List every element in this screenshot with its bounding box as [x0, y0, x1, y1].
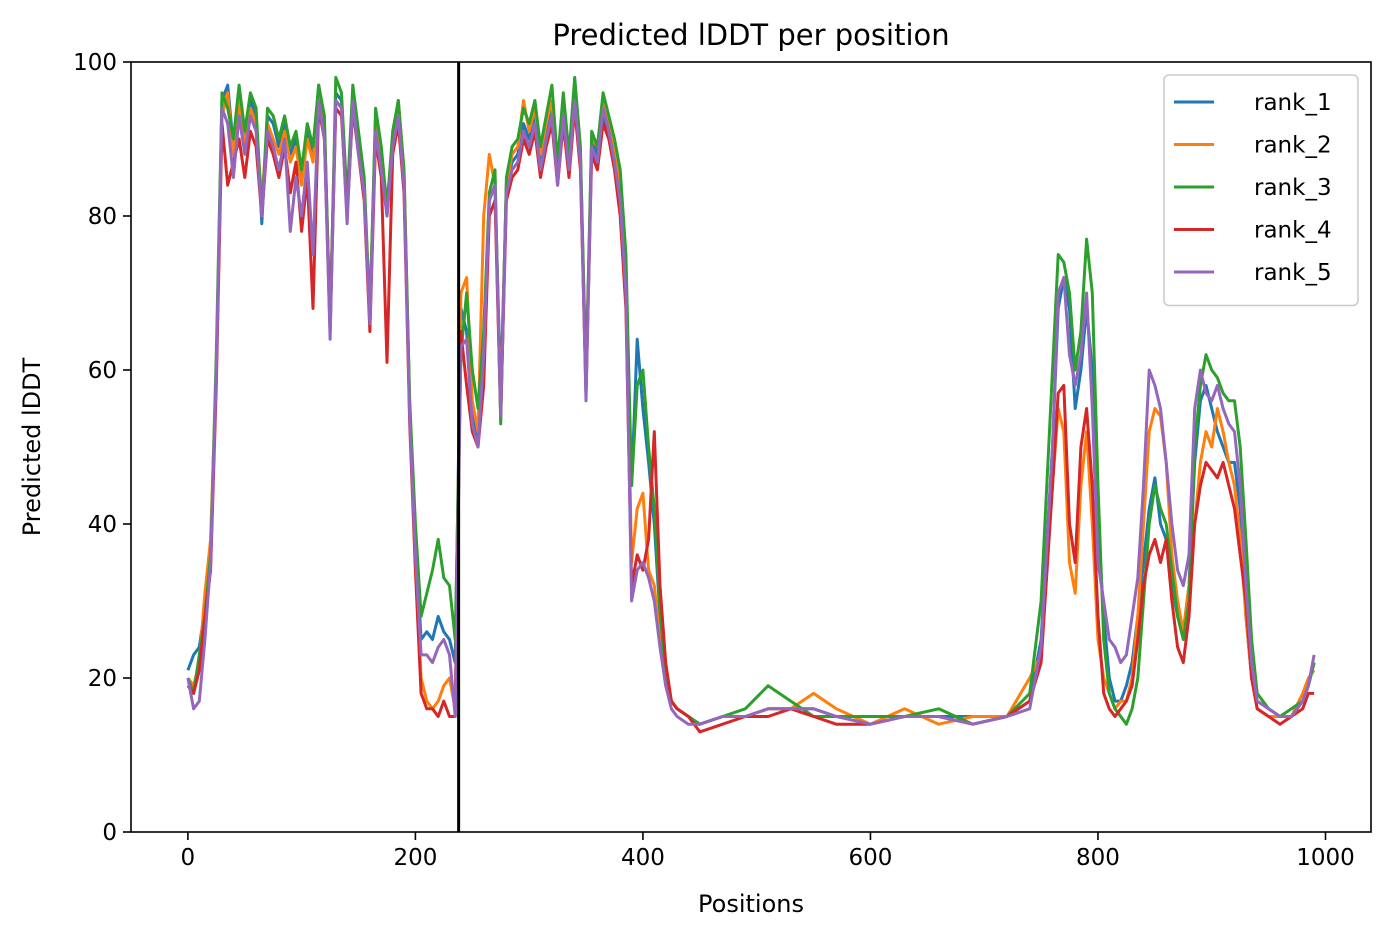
legend-label-rank_5: rank_5: [1254, 260, 1332, 286]
x-tick-label: 1000: [1296, 845, 1355, 871]
plot-frame: [130, 61, 1372, 833]
legend-label-rank_2: rank_2: [1254, 133, 1332, 159]
x-tick-label: 400: [621, 845, 665, 871]
y-axis-label: Predicted lDDT: [18, 357, 46, 536]
x-tick-label: 0: [181, 845, 196, 871]
y-axis: 0 20 40 60 80 100: [73, 50, 131, 846]
series-line-rank_5: [186, 99, 1316, 726]
legend-label-rank_1: rank_1: [1254, 90, 1332, 116]
y-tick-label: 20: [88, 666, 117, 692]
x-axis-label: Positions: [698, 890, 804, 918]
x-tick-label: 200: [393, 845, 437, 871]
x-tick-label: 800: [1076, 845, 1120, 871]
legend-label-rank_3: rank_3: [1254, 175, 1332, 201]
legend-box: [1163, 74, 1359, 307]
y-tick-label: 40: [88, 512, 117, 538]
y-tick-label: 100: [73, 50, 117, 76]
legend: rank_1 rank_2 rank_3 rank_4 rank_5: [1163, 74, 1359, 307]
x-tick-label: 600: [848, 845, 892, 871]
x-axis: 0 200 400 600 800 1000: [181, 832, 1355, 871]
chart-title: Predicted lDDT per position: [552, 18, 949, 52]
y-tick-label: 60: [88, 358, 117, 384]
series-layer: [186, 75, 1316, 734]
y-tick-label: 80: [88, 204, 117, 230]
legend-label-rank_4: rank_4: [1254, 218, 1332, 244]
y-tick-label: 0: [102, 820, 117, 846]
series-line-rank_3: [186, 75, 1316, 726]
